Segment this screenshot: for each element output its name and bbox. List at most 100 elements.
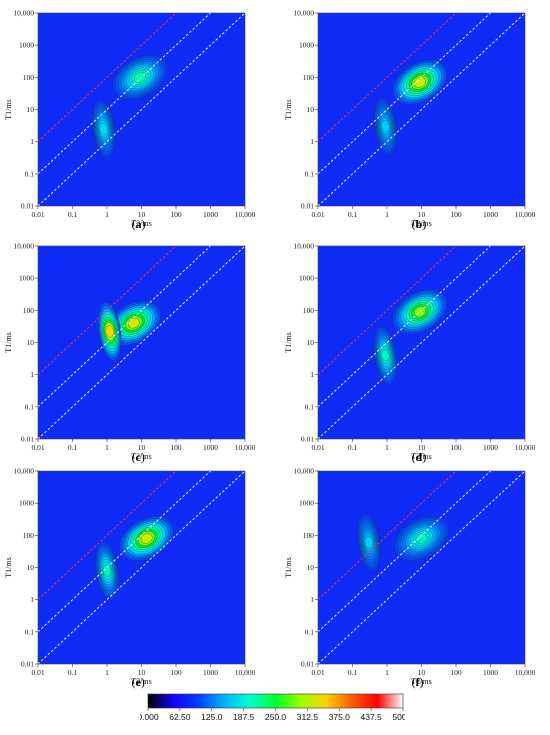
y-tick-label: 0.01 (301, 202, 314, 211)
y-tick-label: 10 (307, 338, 315, 347)
panel-caption: (a) (131, 217, 146, 231)
y-tick-label: 0.1 (25, 627, 35, 636)
reference-line-2 (38, 246, 212, 408)
x-tick-label: 1 (105, 210, 109, 219)
peak-1 (392, 289, 448, 334)
x-tick-label: 100 (170, 668, 182, 677)
reference-line-3 (38, 246, 245, 439)
y-tick-label: 0.01 (21, 435, 34, 444)
x-tick-label: 100 (450, 668, 462, 677)
panel-d: 0.01 0.1 1 10 100 1000 10,000 0.01 0.1 1 10 100 1000… (280, 238, 545, 466)
x-tick-label: 1000 (203, 210, 218, 219)
x-axis-label: T2/ms (131, 219, 151, 228)
y-axis-label: T1/ms (284, 557, 293, 577)
y-tick-label: 10,000 (293, 242, 314, 251)
panel-caption: (f) (411, 675, 424, 689)
y-axis-label: T1/ms (4, 332, 13, 352)
x-tick-label: 0.1 (348, 210, 358, 219)
colorbar-tick-label: 250.0 (265, 712, 287, 722)
x-tick-label: 0.1 (348, 668, 358, 677)
x-tick-label: 0.01 (31, 443, 44, 452)
x-tick-label: 1000 (203, 443, 218, 452)
heatmap-a: 0.01 0.1 1 10 100 1000 10,000 0.01 0.1 1 10 100 1000… (4, 9, 256, 229)
peak-1 (106, 300, 161, 346)
reference-line-3 (318, 13, 525, 206)
colorbar-tick-label: 437.5 (360, 712, 382, 722)
x-axis-label: T2/ms (131, 677, 151, 686)
x-tick-label: 10,000 (235, 210, 256, 219)
x-tick-label: 10,000 (235, 443, 256, 452)
y-tick-label: 100 (303, 306, 315, 315)
panel-e: 0.01 0.1 1 10 100 1000 10,000 0.01 0.1 1 10 100 1000… (0, 463, 265, 691)
heatmap-f: 0.01 0.1 1 10 100 1000 10,000 0.01 0.1 1 10 100 1000… (284, 467, 536, 687)
peak-1 (112, 55, 168, 100)
y-tick-label: 0.1 (305, 402, 315, 411)
y-tick-label: 100 (23, 73, 35, 82)
reference-line-1 (318, 13, 457, 142)
x-tick-label: 1 (105, 668, 109, 677)
x-tick-label: 1 (385, 210, 389, 219)
y-tick-label: 1 (310, 370, 314, 379)
y-tick-label: 1000 (299, 499, 314, 508)
heatmap-b: 0.01 0.1 1 10 100 1000 10,000 0.01 0.1 1 10 100 1000… (284, 9, 536, 229)
colorbar-gradient (147, 693, 404, 709)
reference-line-1 (38, 13, 177, 142)
y-tick-label: 10,000 (13, 9, 34, 18)
y-tick-label: 1000 (19, 499, 34, 508)
x-tick-label: 1000 (203, 668, 218, 677)
y-tick-label: 10 (27, 338, 35, 347)
x-tick-label: 100 (170, 210, 182, 219)
x-tick-label: 10 (418, 443, 426, 452)
y-tick-label: 1 (310, 137, 314, 146)
x-tick-label: 1000 (483, 443, 498, 452)
x-tick-label: 10,000 (235, 668, 256, 677)
x-tick-label: 10 (138, 210, 146, 219)
y-tick-label: 1000 (299, 274, 314, 283)
reference-line-2 (318, 246, 492, 408)
y-tick-label: 1000 (19, 41, 34, 50)
x-axis-label: T2/ms (411, 452, 431, 461)
reference-line-1 (38, 246, 177, 375)
x-tick-label: 0.01 (31, 210, 44, 219)
y-tick-label: 1 (30, 370, 34, 379)
y-tick-label: 100 (23, 306, 35, 315)
y-axis-label: T1/ms (284, 332, 293, 352)
reference-line-3 (318, 471, 525, 664)
x-tick-label: 10 (138, 668, 146, 677)
reference-line-1 (318, 471, 457, 600)
x-tick-label: 0.1 (68, 668, 78, 677)
peak-2 (357, 513, 381, 572)
y-tick-label: 10 (307, 105, 315, 114)
reference-line-2 (318, 471, 492, 633)
reference-line-2 (318, 13, 492, 175)
x-tick-label: 0.01 (311, 210, 324, 219)
y-axis-label: T1/ms (284, 99, 293, 119)
panel-c: 0.01 0.1 1 10 100 1000 10,000 0.01 0.1 1 10 100 1000… (0, 238, 265, 466)
y-tick-label: 10 (307, 563, 315, 572)
x-axis-label: T2/ms (411, 677, 431, 686)
y-tick-label: 1000 (19, 274, 34, 283)
heatmap-c: 0.01 0.1 1 10 100 1000 10,000 0.01 0.1 1 10 100 1000… (4, 242, 256, 462)
x-axis-label: T2/ms (131, 452, 151, 461)
panel-caption: (b) (411, 217, 427, 231)
y-tick-label: 0.1 (25, 402, 35, 411)
panel-b: 0.01 0.1 1 10 100 1000 10,000 0.01 0.1 1 10 100 1000… (280, 5, 545, 233)
x-tick-label: 0.01 (31, 668, 44, 677)
y-tick-label: 10,000 (13, 242, 34, 251)
peak-2 (373, 326, 398, 385)
peak-1 (119, 516, 174, 561)
y-axis-label: T1/ms (4, 557, 13, 577)
y-tick-label: 0.1 (305, 627, 315, 636)
y-tick-label: 1 (30, 595, 34, 604)
y-tick-label: 100 (23, 531, 35, 540)
x-tick-label: 0.1 (68, 443, 78, 452)
x-tick-label: 10,000 (515, 210, 536, 219)
y-tick-label: 10,000 (13, 467, 34, 476)
x-tick-label: 100 (450, 210, 462, 219)
panel-caption: (d) (411, 450, 427, 464)
colorbar-tick-label: 125.0 (201, 712, 223, 722)
y-tick-label: 10 (27, 563, 35, 572)
peak-2 (97, 302, 122, 361)
x-tick-label: 10,000 (515, 668, 536, 677)
x-tick-label: 1000 (483, 668, 498, 677)
